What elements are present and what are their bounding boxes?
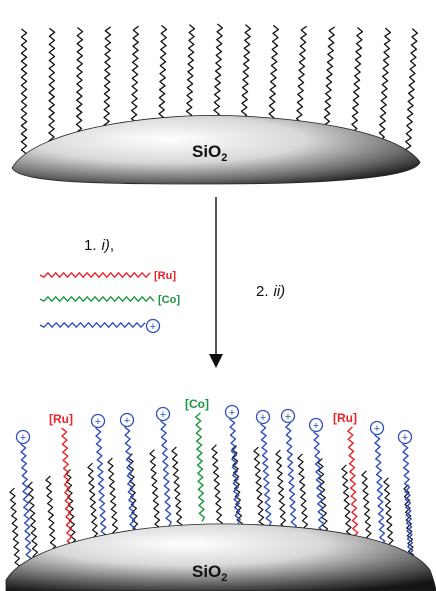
cation-head: + xyxy=(397,429,413,445)
top-panel: SiO2 xyxy=(11,23,421,185)
cation-head: + xyxy=(280,408,296,424)
legend-co-tag: [Co] xyxy=(158,294,180,306)
alkyl-chain xyxy=(213,23,224,127)
product-ru-tag-left: [Ru] xyxy=(49,412,73,426)
svg-text:+: + xyxy=(20,432,26,444)
alkyl-chain xyxy=(185,24,196,128)
alkyl-chain xyxy=(377,27,392,158)
step2-number: 2. xyxy=(256,283,269,300)
cation-chain xyxy=(374,434,386,554)
alkyl-chain xyxy=(253,446,265,530)
svg-text:+: + xyxy=(402,432,408,444)
alkyl-chain xyxy=(341,464,353,548)
alkyl-chain xyxy=(404,28,419,167)
alkyl-chain xyxy=(171,446,183,530)
cation-head: + xyxy=(90,413,106,429)
legend-plus-symbol: + xyxy=(150,321,156,333)
substrate-main-bottom: SiO xyxy=(192,562,221,581)
cation-heads: + + + + + + + + + + xyxy=(15,404,413,445)
reaction-arrow-head xyxy=(209,354,223,368)
cation-chain xyxy=(124,426,136,533)
cation-chain xyxy=(229,418,241,524)
alkyl-chain xyxy=(275,449,287,533)
co-chain xyxy=(195,412,205,522)
alkyl-chain xyxy=(9,487,21,571)
alkyl-chain xyxy=(350,26,364,149)
step1-number: 1. xyxy=(84,237,97,254)
cation-chain xyxy=(95,427,107,540)
alkyl-chain xyxy=(65,469,77,553)
alkyl-chain xyxy=(322,26,335,142)
cation-chain xyxy=(260,423,272,527)
svg-text:+: + xyxy=(160,409,166,421)
product-co-tag: [Co] xyxy=(185,397,209,411)
substrate-subscript-bottom: 2 xyxy=(221,572,227,584)
legend-cation-icon: + xyxy=(145,318,161,334)
cation-head: + xyxy=(15,429,31,445)
cation-chain xyxy=(313,431,325,537)
alkyl-chain xyxy=(107,457,119,541)
bottom-substrate-label: SiO2 xyxy=(192,562,227,584)
alkyl-chain xyxy=(48,27,56,158)
svg-text:+: + xyxy=(260,412,266,424)
alkyl-chain xyxy=(149,449,161,533)
ru-chain xyxy=(347,426,359,546)
svg-text:+: + xyxy=(124,415,130,427)
step1-label: 1. i), xyxy=(84,237,114,254)
substrate-subscript: 2 xyxy=(221,152,227,164)
alkyl-chain xyxy=(75,26,84,149)
svg-text:+: + xyxy=(229,407,235,419)
svg-text:+: + xyxy=(95,416,101,428)
cation-chain xyxy=(20,443,32,563)
product-ru-tag-right: [Ru] xyxy=(333,411,357,425)
ru-chain xyxy=(61,427,73,550)
cation-head: + xyxy=(308,417,324,433)
step1-suffix: , xyxy=(110,237,114,254)
top-substrate-label: SiO2 xyxy=(192,142,227,164)
cation-chain xyxy=(160,420,172,527)
alkyl-chain xyxy=(103,26,112,142)
legend-ru-chain xyxy=(39,272,151,278)
legend-ru-tag: [Ru] xyxy=(154,270,176,282)
reaction-step: 1. i), 2. ii) [Ru] [Co] + xyxy=(39,197,285,368)
cation-head: + xyxy=(369,420,385,436)
legend-cation-chain xyxy=(39,322,146,328)
cation-head: + xyxy=(155,406,171,422)
cation-chain xyxy=(402,443,414,563)
top-alkyl-chains xyxy=(20,23,419,167)
alkyl-chain xyxy=(211,444,223,528)
legend-co-chain xyxy=(39,296,155,302)
cation-head: + xyxy=(119,412,135,428)
step2-label: 2. ii) xyxy=(256,283,285,300)
substrate-main: SiO xyxy=(192,142,221,161)
alkyl-chain xyxy=(45,475,57,559)
cation-head: + xyxy=(224,404,240,420)
alkyl-chain xyxy=(27,481,39,565)
alkyl-chain xyxy=(158,24,168,131)
svg-text:+: + xyxy=(374,423,380,435)
alkyl-chain xyxy=(268,24,280,131)
alkyl-chain xyxy=(130,25,140,136)
bottom-silica-particle xyxy=(5,523,436,591)
alkyl-chain xyxy=(297,453,309,537)
reagent-legend xyxy=(39,272,155,328)
cation-head: + xyxy=(255,409,271,425)
alkyl-chain xyxy=(240,24,252,128)
top-silica-particle xyxy=(11,115,421,185)
bottom-panel: + + + + + + + + + + [Ru] [Co] [Ru] SiO2 xyxy=(5,397,436,591)
svg-text:+: + xyxy=(313,420,319,432)
cation-chain xyxy=(285,422,297,531)
step1-reagent: i) xyxy=(102,237,110,254)
svg-text:+: + xyxy=(285,411,291,423)
alkyl-chain xyxy=(295,25,307,136)
alkyl-chain xyxy=(87,462,99,546)
alkyl-chain xyxy=(20,28,28,167)
step2-reagent: ii) xyxy=(274,283,286,300)
